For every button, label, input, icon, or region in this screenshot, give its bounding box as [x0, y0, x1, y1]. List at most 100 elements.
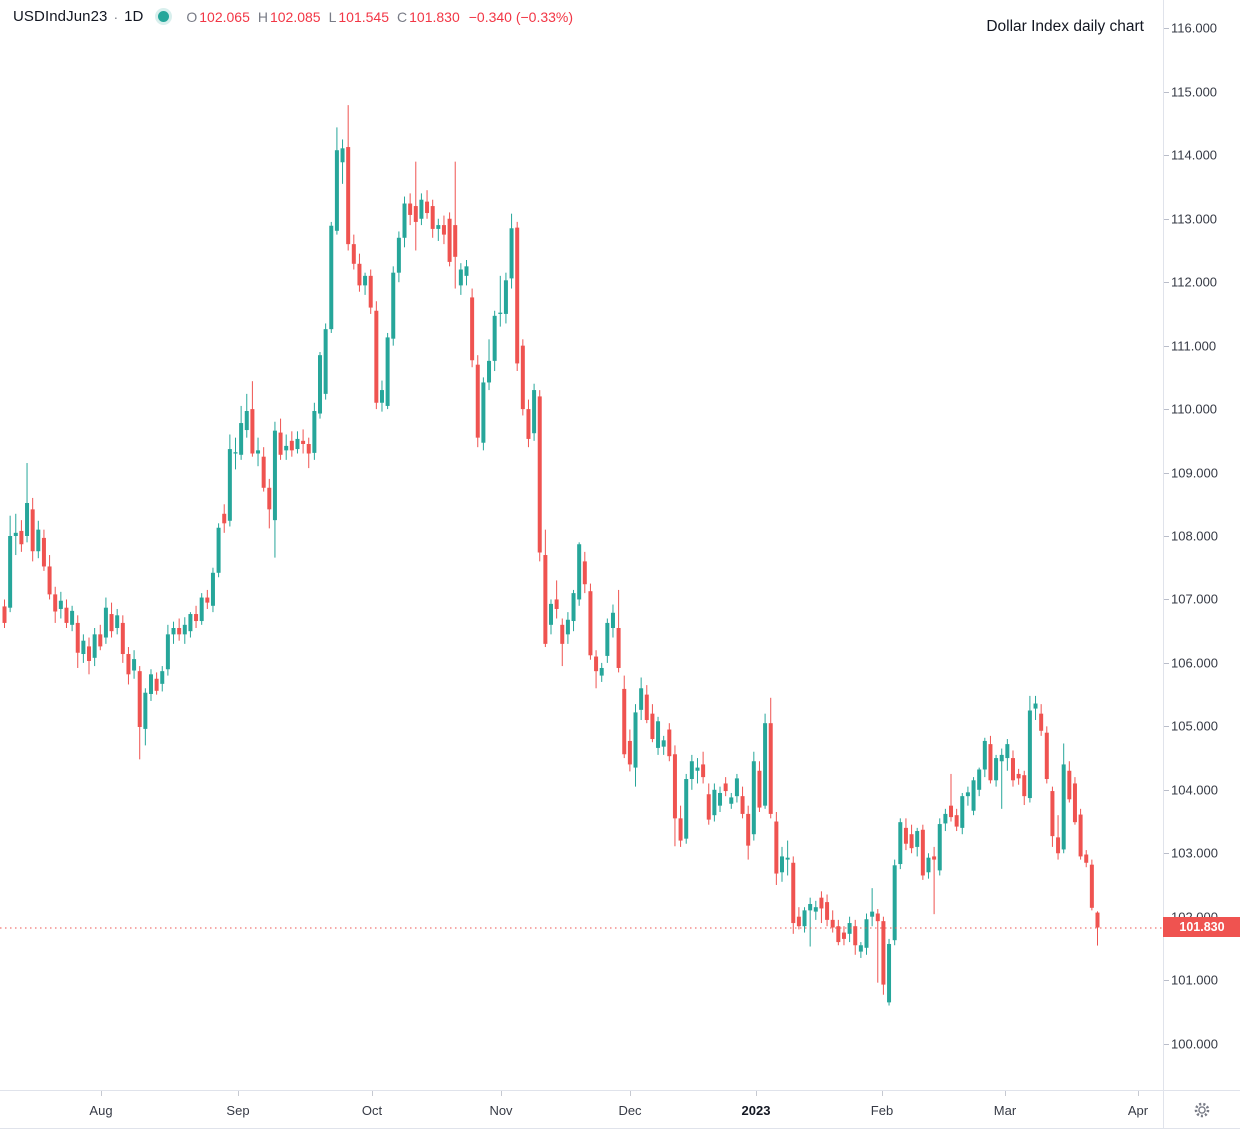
time-tick-label: Oct: [361, 1103, 383, 1118]
candle: [464, 259, 469, 286]
candle: [1050, 786, 1055, 847]
price-tick-mark: [1164, 536, 1169, 537]
candle: [487, 339, 492, 391]
candle: [1084, 850, 1089, 868]
candle: [13, 513, 18, 556]
market-status-dot: [158, 11, 170, 22]
candle: [937, 818, 942, 876]
time-axis[interactable]: Aug Sep Oct Nov Dec 2023 Feb Mar Apr: [0, 1091, 1163, 1128]
candle: [577, 542, 582, 606]
price-tick-mark: [1164, 282, 1169, 283]
time-tick-label: 2023: [741, 1103, 771, 1118]
price-tick-mark: [1164, 790, 1169, 791]
time-tick-label: Aug: [89, 1103, 113, 1118]
price-tick-label: 110.000: [1171, 401, 1218, 417]
price-tick-mark: [1164, 346, 1169, 347]
candle: [875, 909, 880, 983]
candle: [689, 754, 694, 790]
candle: [853, 919, 858, 955]
candle: [205, 589, 210, 609]
interval-label[interactable]: 1D: [124, 8, 144, 25]
candle: [120, 615, 125, 663]
candle: [751, 751, 756, 841]
candle: [109, 602, 114, 638]
candle: [616, 589, 621, 673]
candle: [453, 161, 458, 289]
price-tick-mark: [1164, 1044, 1169, 1045]
candle: [841, 926, 846, 946]
candle: [763, 713, 768, 809]
candle: [639, 677, 644, 721]
price-axis[interactable]: 101.830 116.000 115.000 114.000 113.000 112.…: [1163, 0, 1240, 1090]
open-label: O: [186, 8, 198, 25]
candle: [278, 418, 283, 460]
candle: [81, 634, 86, 663]
candle: [346, 105, 351, 251]
candle: [1095, 911, 1100, 946]
candle: [436, 218, 441, 241]
candle: [903, 818, 908, 851]
candle: [216, 523, 221, 578]
candle: [177, 618, 182, 641]
candle: [701, 751, 706, 784]
candle: [8, 515, 13, 613]
candle: [915, 827, 920, 857]
price-tick-label: 109.000: [1171, 465, 1218, 481]
candle: [1022, 770, 1027, 806]
open-value: 102.065: [199, 8, 250, 25]
candle: [582, 551, 587, 594]
low-value: 101.545: [338, 8, 389, 25]
candle: [132, 650, 137, 679]
price-tick-mark: [1164, 599, 1169, 600]
candle: [520, 339, 525, 416]
candle: [441, 215, 446, 245]
candle: [1039, 704, 1044, 736]
candle: [2, 599, 7, 629]
candle: [532, 383, 537, 441]
candle: [340, 139, 345, 184]
candle: [977, 767, 982, 797]
candle: [171, 621, 176, 644]
price-tick-label: 116.000: [1171, 20, 1218, 36]
candle: [391, 266, 396, 346]
change-value: −0.340 (−0.33%): [468, 8, 574, 25]
candle: [622, 675, 627, 759]
candle: [1010, 750, 1015, 787]
candle: [92, 628, 97, 667]
candle: [503, 272, 508, 324]
settings-button[interactable]: [1189, 1097, 1215, 1123]
candle: [312, 402, 317, 460]
candle: [757, 761, 762, 813]
candle: [554, 580, 559, 619]
candle: [233, 437, 238, 470]
candle: [971, 777, 976, 816]
candle: [695, 758, 700, 784]
price-tick-label: 108.000: [1171, 528, 1218, 544]
candle: [334, 127, 339, 235]
candle: [723, 777, 728, 797]
chart-canvas[interactable]: [0, 0, 1163, 1090]
price-axis-separator: [1163, 0, 1164, 1128]
candle: [272, 421, 277, 558]
price-tick-mark: [1164, 726, 1169, 727]
candle: [847, 916, 852, 943]
candle: [47, 555, 52, 600]
candle: [729, 792, 734, 809]
time-tick-label: Mar: [993, 1103, 1017, 1118]
candle: [41, 529, 46, 571]
candle: [909, 824, 914, 854]
candle: [960, 792, 965, 835]
candle: [599, 662, 604, 682]
candle: [143, 688, 148, 746]
candle: [706, 783, 711, 825]
candle: [301, 429, 306, 454]
candle: [481, 377, 486, 451]
chart-title-annotation: Dollar Index daily chart: [986, 18, 1144, 35]
candle: [199, 593, 204, 625]
candle: [898, 818, 903, 870]
candle: [64, 599, 69, 629]
symbol-title[interactable]: USDIndJun23: [13, 8, 108, 25]
candle: [870, 888, 875, 927]
price-tick-mark: [1164, 92, 1169, 93]
